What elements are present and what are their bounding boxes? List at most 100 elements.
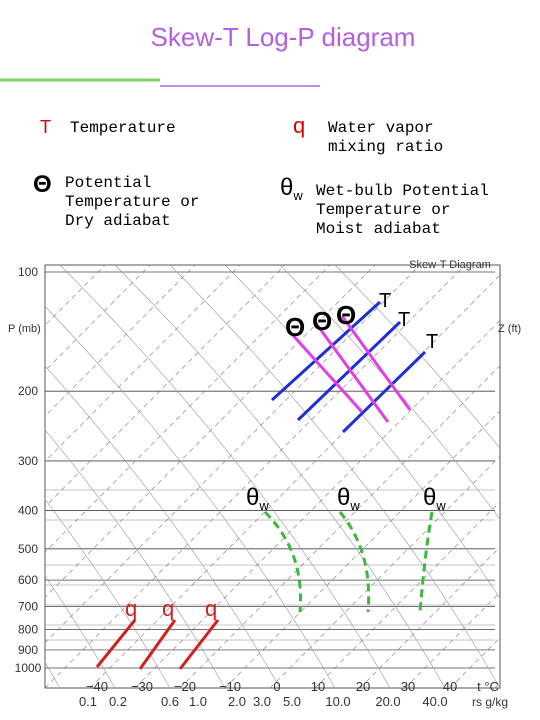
isotherm-highlight (270, 300, 382, 402)
temperature-marker: T (398, 309, 410, 331)
temperature-marker: T (379, 290, 391, 312)
moist-adiabat-highlight (338, 511, 371, 613)
theta-label: Θ (336, 300, 356, 330)
isotherm (224, 370, 540, 689)
legend-symbol: T (40, 117, 51, 137)
mixing-ratio-label: 0.6 (161, 694, 179, 709)
slide-title: Skew-T Log-P diagram (151, 22, 416, 52)
isotherm (0, 264, 196, 462)
mask (500, 264, 540, 689)
mixing-ratio-arrow (95, 619, 137, 668)
theta-w-label: θw (337, 484, 360, 513)
q-marker: q (125, 596, 137, 621)
symbol: θ (246, 484, 259, 511)
temperature-label: 30 (401, 679, 415, 694)
pressure-label: 100 (18, 265, 38, 279)
mixing-ratio-label: 3.0 (253, 694, 271, 709)
mixing-ratio-label: 0.1 (79, 694, 97, 709)
theta-w-label: θw (246, 484, 269, 513)
theta-w-label: θw (423, 484, 446, 513)
legend-symbol: q (293, 113, 305, 138)
temperature-label: 0 (273, 679, 280, 694)
dry-adiabat (114, 264, 446, 689)
mixing-ratio-arrow (178, 619, 220, 670)
dry-adiabat (224, 264, 540, 663)
temperature-label: −20 (174, 679, 196, 694)
dry-adiabat (0, 376, 226, 689)
legend-symbol: θw (280, 174, 303, 203)
legend-symbol: Θ (33, 171, 52, 198)
mask (0, 264, 45, 689)
mixing-ratio-label: 10.0 (325, 694, 350, 709)
subscript: w (435, 498, 446, 513)
temperature-label: −30 (131, 679, 153, 694)
temperature-label: 10 (311, 679, 325, 694)
mixing-ratio-label: 40.0 (422, 694, 447, 709)
isotherm (44, 264, 466, 689)
pressure-label: 1000 (15, 661, 42, 675)
subscript: w (349, 498, 360, 513)
temperature-unit: t °C (477, 679, 499, 694)
isotherm (359, 506, 540, 689)
pressure-label: 300 (18, 454, 38, 468)
theta-label: Θ (312, 306, 332, 336)
z-axis-label: Z (ft) (498, 323, 521, 335)
moist-adiabat-highlight (418, 511, 434, 613)
dry-adiabat (169, 264, 501, 689)
p-axis-label: P (mb) (8, 323, 41, 335)
dry-adiabat (59, 264, 391, 689)
temperature-label: 40 (443, 679, 457, 694)
diagram-frame (44, 264, 501, 689)
q-marker: q (205, 596, 217, 621)
temperature-label: −10 (219, 679, 241, 694)
isotherm (404, 551, 540, 689)
mixing-ratio-label: 1.0 (189, 694, 207, 709)
symbol: θ (423, 484, 436, 511)
mixing-ratio-label: 0.2 (109, 694, 127, 709)
background-grid: 1002003004005006007008009001000100200300… (0, 264, 540, 689)
legend-label: Potential Temperature or Dry adiabat (65, 174, 200, 230)
mixing-ratio-arrow (138, 619, 177, 670)
isotherm (134, 279, 540, 689)
legend-label: Water vapor mixing ratio (328, 119, 444, 156)
isotherm (269, 415, 540, 689)
pressure-label: 400 (18, 503, 38, 517)
adiabat-highlight (288, 330, 364, 414)
mixing-ratio-label: 20.0 (375, 694, 400, 709)
legend-label: Wet-bulb Potential Temperature or Moist … (316, 182, 489, 238)
pressure-label: 700 (18, 600, 38, 614)
annotation-lines (95, 300, 434, 670)
mixing-ratio-label: 5.0 (283, 694, 301, 709)
q-marker: q (162, 596, 174, 621)
isotherm (0, 264, 331, 598)
pressure-label: 800 (18, 623, 38, 637)
dry-adiabat (4, 264, 336, 689)
legend-label: Temperature (70, 119, 176, 137)
pressure-label: 200 (18, 384, 38, 398)
pressure-label: 900 (18, 643, 38, 657)
symbol: θ (337, 484, 350, 511)
symbol: θ (280, 174, 293, 201)
dry-adiabat (0, 512, 116, 689)
mixing-ratio-label: 2.0 (228, 694, 246, 709)
pressure-label: 500 (18, 542, 38, 556)
moist-adiabat-highlight (263, 510, 303, 613)
temperature-label: −40 (86, 679, 108, 694)
dry-adiabat (279, 264, 540, 577)
isotherm (179, 325, 540, 689)
isotherm (0, 264, 151, 417)
temperature-marker: T (426, 331, 438, 353)
adiabat-highlight (313, 321, 390, 423)
theta-label: Θ (285, 312, 305, 342)
isotherm (0, 264, 286, 553)
isotherm-highlight (341, 350, 427, 434)
temperature-label: 20 (356, 679, 370, 694)
diagram-title: Skew-T Diagram (409, 259, 491, 271)
subscript: w (292, 188, 303, 203)
pressure-label: 600 (18, 573, 38, 587)
isotherm (0, 264, 421, 689)
mixing-ratio-unit: rs g/kg (472, 695, 508, 709)
isotherm (89, 264, 511, 689)
subscript: w (258, 498, 269, 513)
